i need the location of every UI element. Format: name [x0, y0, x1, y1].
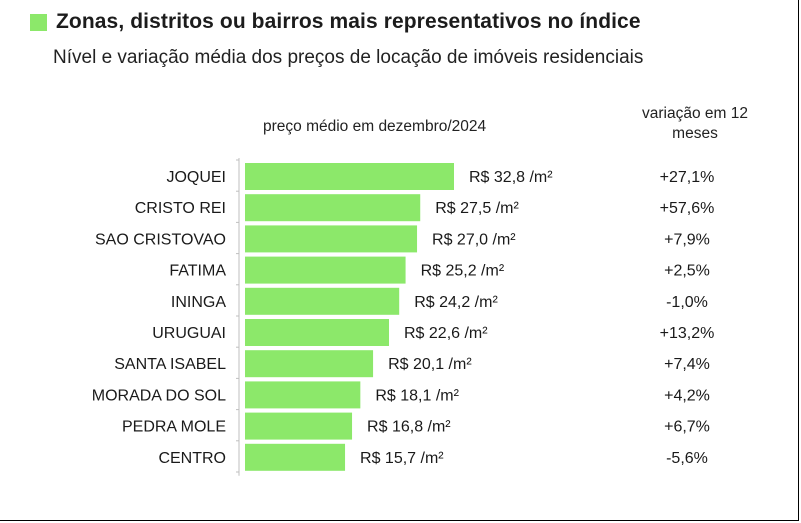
value-label: R$ 15,7 /m²	[360, 450, 444, 467]
bar	[245, 381, 361, 409]
bar	[245, 319, 390, 346]
variation-column-header: variação em 12 meses	[642, 105, 748, 142]
category-label: ININGA	[171, 294, 226, 311]
variation-label: +6,7%	[664, 419, 710, 436]
value-label: R$ 20,1 /m²	[388, 356, 472, 373]
variation-label: +2,5%	[664, 263, 710, 280]
variation-label: +13,2%	[660, 325, 715, 342]
category-label: SANTA ISABEL	[114, 356, 226, 373]
price-column-header: preço médio em dezembro/2024	[263, 118, 487, 135]
bar	[245, 287, 400, 315]
variation-label: +4,2%	[664, 387, 710, 404]
category-label: MORADA DO SOL	[92, 387, 226, 404]
variation-label: +7,4%	[664, 356, 710, 373]
bar	[245, 194, 421, 222]
value-label: R$ 25,2 /m²	[421, 263, 505, 280]
bar	[245, 443, 346, 471]
bar	[245, 225, 418, 253]
bar	[245, 350, 374, 378]
title-row: Zonas, distritos ou bairros mais represe…	[30, 10, 641, 34]
category-label: SAO CRISTOVAO	[95, 231, 226, 248]
variation-label: +27,1%	[660, 169, 715, 186]
category-label: FATIMA	[169, 263, 226, 280]
bar	[245, 163, 454, 190]
legend-square-icon	[30, 13, 47, 31]
value-label: R$ 22,6 /m²	[404, 325, 488, 342]
value-label: R$ 32,8 /m²	[469, 169, 553, 186]
bar	[245, 256, 406, 284]
category-label: PEDRA MOLE	[122, 419, 226, 436]
chart-title: Zonas, distritos ou bairros mais represe…	[56, 10, 641, 33]
category-label: URUGUAI	[152, 325, 226, 342]
variation-label: +7,9%	[664, 231, 710, 248]
bar	[245, 412, 353, 440]
variation-label: -1,0%	[666, 294, 708, 311]
variation-label: -5,6%	[666, 450, 708, 467]
chart-subtitle: Nível e variação média dos preços de loc…	[53, 47, 644, 68]
value-label: R$ 24,2 /m²	[414, 294, 498, 311]
value-label: R$ 27,5 /m²	[435, 200, 519, 217]
value-label: R$ 16,8 /m²	[367, 419, 451, 436]
value-label: R$ 18,1 /m²	[375, 387, 459, 404]
category-label: CRISTO REI	[135, 200, 226, 217]
variation-label: +57,6%	[660, 200, 715, 217]
category-label: CENTRO	[158, 450, 226, 467]
category-label: JOQUEI	[166, 169, 226, 186]
value-label: R$ 27,0 /m²	[432, 231, 516, 248]
